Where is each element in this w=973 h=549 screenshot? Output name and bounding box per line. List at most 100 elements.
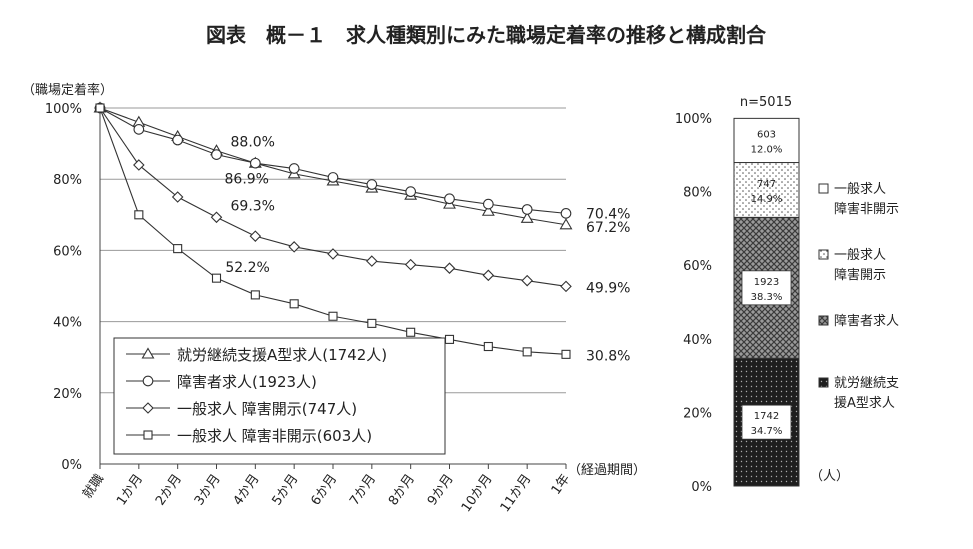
bar-segment: 747 14.9% (733, 162, 800, 218)
bar-legend-swatch (818, 315, 829, 326)
x-tick-label: 9か月 (425, 472, 457, 509)
y-tick-label: 0% (61, 458, 82, 473)
x-tick-label: 2か月 (153, 472, 185, 509)
bar-y-tick-label: 0% (691, 480, 712, 495)
y-axis-label: （職場定着率） (22, 82, 113, 98)
value-label: 49.9% (586, 280, 630, 296)
bar-title: n=5015 (740, 95, 792, 110)
data-point (559, 218, 573, 230)
legend: 就労継続支援A型求人(1742人) 障害者求人(1923人) 一般求人 障害開示(7… (113, 337, 446, 455)
x-tick-label: 4か月 (231, 472, 263, 509)
bar-legend-label: 援A型求人 (834, 396, 895, 411)
bar-y-tick-label: 100% (675, 112, 712, 127)
bar-segment: 1742 34.7% (733, 357, 800, 487)
bar-segment: 1923 38.3% (733, 216, 800, 359)
x-tick-labels: 就職 1か月 2か月 3か月 4か月 5か月 6か月 7か月 8か月 9か月 10か月 11か月 1年 (80, 472, 573, 515)
bar-legend-label: 一般求人 (834, 247, 886, 263)
data-point (327, 172, 339, 183)
data-point (366, 255, 378, 267)
data-point (443, 262, 456, 274)
series-line (99, 107, 567, 214)
x-tick-label: 7か月 (347, 472, 379, 509)
legend-marker (142, 375, 154, 387)
y-tick-label: 80% (53, 173, 82, 188)
y-tick-labels: 0% 20% 40% 60% 80% 100% (45, 102, 82, 473)
data-point (95, 103, 105, 113)
data-point (406, 327, 416, 337)
bar-segment: 603 12.0% (733, 117, 800, 164)
data-point (482, 198, 494, 210)
x-tick-label: 就職 (80, 472, 107, 502)
data-point (483, 341, 493, 352)
legend-label: 一般求人 障害開示(747人) (177, 400, 357, 418)
legend-marker (143, 430, 153, 440)
x-tick-label: 11か月 (498, 472, 535, 515)
data-point (482, 269, 495, 282)
series-diamond (94, 102, 572, 293)
chart-title: 図表 概－１ 求人種類別にみた職場定着率の推移と構成割合 (206, 23, 767, 47)
data-point (288, 241, 300, 253)
data-point (172, 134, 184, 146)
data-point (211, 273, 222, 283)
bar-legend-label: 一般求人 (834, 181, 886, 197)
data-point (250, 290, 260, 300)
legend-marker (142, 402, 154, 414)
bar-legend-item: 障害者求人 (818, 313, 899, 329)
data-point (561, 349, 571, 359)
data-point (444, 193, 455, 205)
data-point (249, 157, 261, 169)
segment-count: 1923 (754, 277, 779, 288)
line-chart: （職場定着率） （経過期間） 0% 20% 40% 60% 80% 100% 就職 1か月 2… (22, 82, 646, 515)
bar-legend-label: 障害非開示 (834, 201, 899, 217)
y-tick-label: 40% (53, 316, 82, 331)
value-annotations: 88.0% 86.9% 69.3% 52.2% 70.4%67.2% 49.9% 30.8% (225, 135, 631, 365)
x-axis-label: （経過期間） (568, 463, 646, 478)
segment-label-box (741, 404, 792, 440)
series-triangle (93, 101, 573, 230)
x-tick-label: 3か月 (192, 472, 224, 509)
bar-legend-swatch (818, 377, 829, 388)
data-point (521, 204, 533, 215)
legend-marker (141, 347, 155, 359)
data-point (288, 163, 300, 174)
data-point (289, 299, 299, 309)
bar-segments: 1742 34.7% 1923 38.3% 747 14.9% 603 12.0% (733, 117, 800, 487)
data-point (328, 311, 338, 321)
bar-legend-swatch (818, 183, 829, 194)
data-point (173, 244, 183, 254)
y-tick-label: 60% (53, 244, 82, 259)
data-point (133, 124, 145, 135)
segment-label-box (741, 270, 792, 306)
legend-label: 一般求人 障害非開示(603人) (177, 427, 372, 445)
y-tick-label: 20% (53, 387, 82, 402)
value-label: 67.2% (586, 220, 630, 236)
data-point (366, 179, 378, 190)
data-point (211, 149, 222, 160)
bar-y-tick-label: 40% (683, 333, 712, 348)
bar-legend-label: 障害開示 (834, 267, 886, 283)
segment-count: 603 (757, 129, 776, 140)
y-tick-label: 100% (45, 102, 82, 117)
bar-segment-rect (733, 117, 800, 164)
bar-segment-rect (733, 162, 800, 218)
data-point (134, 210, 144, 220)
data-point (560, 280, 572, 293)
bar-y-tick-label: 20% (683, 406, 712, 421)
value-label: 70.4% (586, 206, 630, 222)
bar-legend-swatch (818, 249, 829, 260)
legend-label: 就労継続支援A型求人(1742人) (177, 346, 387, 364)
segment-percent: 34.7% (751, 426, 783, 437)
bar-y-tick-label: 80% (683, 186, 712, 201)
data-point (560, 208, 572, 219)
bar-y-tick-labels: 0% 20% 40% 60% 80% 100% (675, 112, 712, 495)
data-point (327, 248, 339, 260)
value-label: 86.9% (225, 172, 269, 188)
data-point (444, 334, 455, 344)
segment-count: 1742 (754, 411, 779, 422)
data-point (481, 204, 495, 216)
bar-legend-label: 障害者求人 (834, 313, 899, 329)
x-tick-label: 5か月 (269, 472, 301, 509)
bar-legend-label: 就労継続支 (834, 376, 899, 391)
bar-y-tick-label: 60% (683, 259, 712, 274)
